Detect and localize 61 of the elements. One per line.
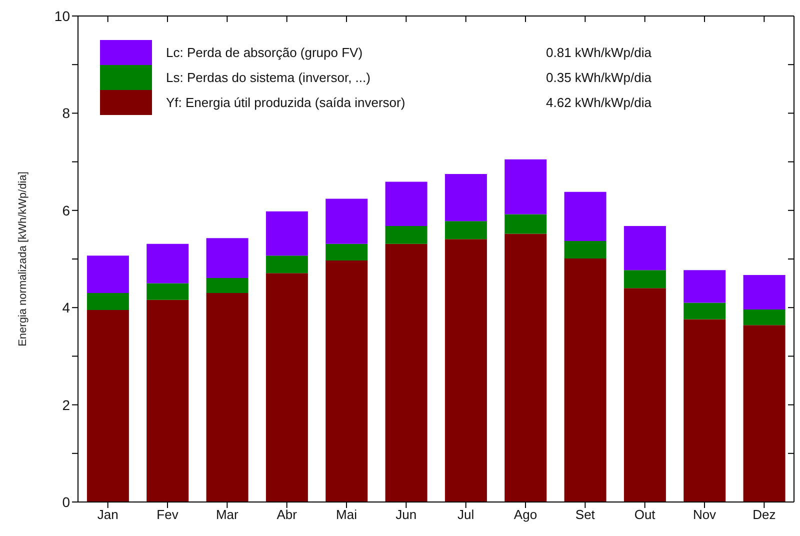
x-tick-label: Out [634,507,656,522]
y-axis-title: Energia normalizada [kWh/kWp/dia] [16,172,29,346]
annotation: 0.35 kWh/kWp/dia [546,70,652,85]
bar [326,260,368,502]
bar [86,256,129,294]
bar [266,211,308,256]
bar [146,300,189,502]
x-tick-label: Jun [396,507,417,522]
bar [504,159,547,214]
x-tick-label: Ago [514,507,538,522]
y-tick-label: 10 [54,8,70,24]
x-tick-label: Set [575,507,596,522]
bar [266,256,308,274]
y-tick-label: 0 [62,494,70,510]
legend-label: Yf: Energia útil produzida (saída inversor) [166,95,406,110]
x-tick-label: Mar [216,507,240,522]
bar [684,319,726,502]
x-tick-label: Jul [458,507,474,522]
bar [266,273,308,502]
y-tick-label: 4 [62,300,70,316]
bar [385,226,428,244]
bar [206,238,248,278]
x-tick-label: Nov [692,507,717,522]
bar [206,293,248,502]
bar [206,278,248,294]
bar [326,198,368,244]
y-tick-label: 8 [62,105,70,122]
bar [564,241,606,259]
bar [385,244,428,502]
bar [326,244,368,260]
annotation: 4.62 kWh/kWp/dia [546,95,652,110]
bar [504,234,547,502]
bar [743,325,786,502]
bar [146,244,189,284]
bar [624,288,666,502]
bar [743,275,786,310]
bar [86,310,129,502]
legend-label: Lc: Perda de absorção (grupo FV) [166,45,364,60]
bar [564,192,606,242]
bar [444,239,487,502]
x-tick-label: Fev [156,507,179,522]
bar [444,174,487,222]
legend-label: Ls: Perdas do sistema (inversor, ...) [166,70,372,85]
y-tick-label: 2 [62,396,70,413]
bar [146,283,189,300]
bar [564,258,606,502]
bar [504,214,547,234]
x-tick-label: Jan [97,507,118,522]
bar [444,221,487,240]
bar [624,270,666,288]
y-tick-label: 6 [62,202,70,218]
annotation: 0.81 kWh/kWp/dia [546,45,652,60]
x-tick-label: Mai [336,507,358,522]
x-tick-label: Dez [752,507,776,522]
bar [86,293,129,310]
bar [684,302,726,320]
bar [624,226,666,270]
bar [385,182,428,226]
bar [684,270,726,303]
x-tick-label: Abr [276,507,298,522]
bar [743,310,786,326]
